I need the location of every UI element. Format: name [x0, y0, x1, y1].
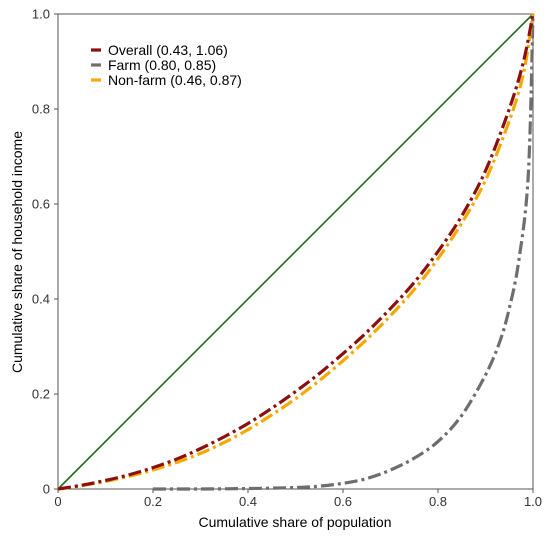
legend-label: Overall (0.43, 1.06): [108, 42, 228, 58]
y-tick-label: 0.2: [32, 387, 50, 402]
x-axis-label: Cumulative share of population: [198, 514, 391, 530]
x-tick-label: 1.0: [524, 494, 542, 509]
equality-line-group: [57, 13, 534, 490]
legend-item-farm: Farm (0.80, 0.85): [91, 57, 216, 73]
y-tick-label: 0.4: [32, 292, 50, 307]
legend-label: Non-farm (0.46, 0.87): [108, 72, 242, 88]
x-tick-label: 0.2: [144, 494, 162, 509]
series-nonfarm-line: [57, 13, 535, 491]
y-tick-label: 0: [43, 482, 50, 497]
series-overall-line: [57, 13, 535, 491]
equality-line: [57, 13, 534, 490]
series-group: [57, 13, 535, 491]
series-farm-line: [152, 13, 535, 491]
x-tick-label: 0.6: [334, 494, 352, 509]
x-tick-label: 0: [54, 494, 61, 509]
axis-ticks: 0 0.2 0.4 0.6 0.8 1.0 0 0.2 0.4 0.6 0.8 1.0: [32, 7, 542, 510]
y-tick-label: 0.8: [32, 102, 50, 117]
y-axis-label: Cumulative share of household income: [9, 131, 25, 373]
legend: Overall (0.43, 1.06)Farm (0.80, 0.85)Non…: [91, 42, 242, 88]
x-tick-label: 0.4: [239, 494, 257, 509]
legend-label: Farm (0.80, 0.85): [108, 57, 216, 73]
x-tick-label: 0.8: [429, 494, 447, 509]
legend-item-overall: Overall (0.43, 1.06): [91, 42, 228, 58]
legend-item-nonfarm: Non-farm (0.46, 0.87): [91, 72, 242, 88]
y-tick-label: 1.0: [32, 7, 50, 22]
y-tick-label: 0.6: [32, 197, 50, 212]
